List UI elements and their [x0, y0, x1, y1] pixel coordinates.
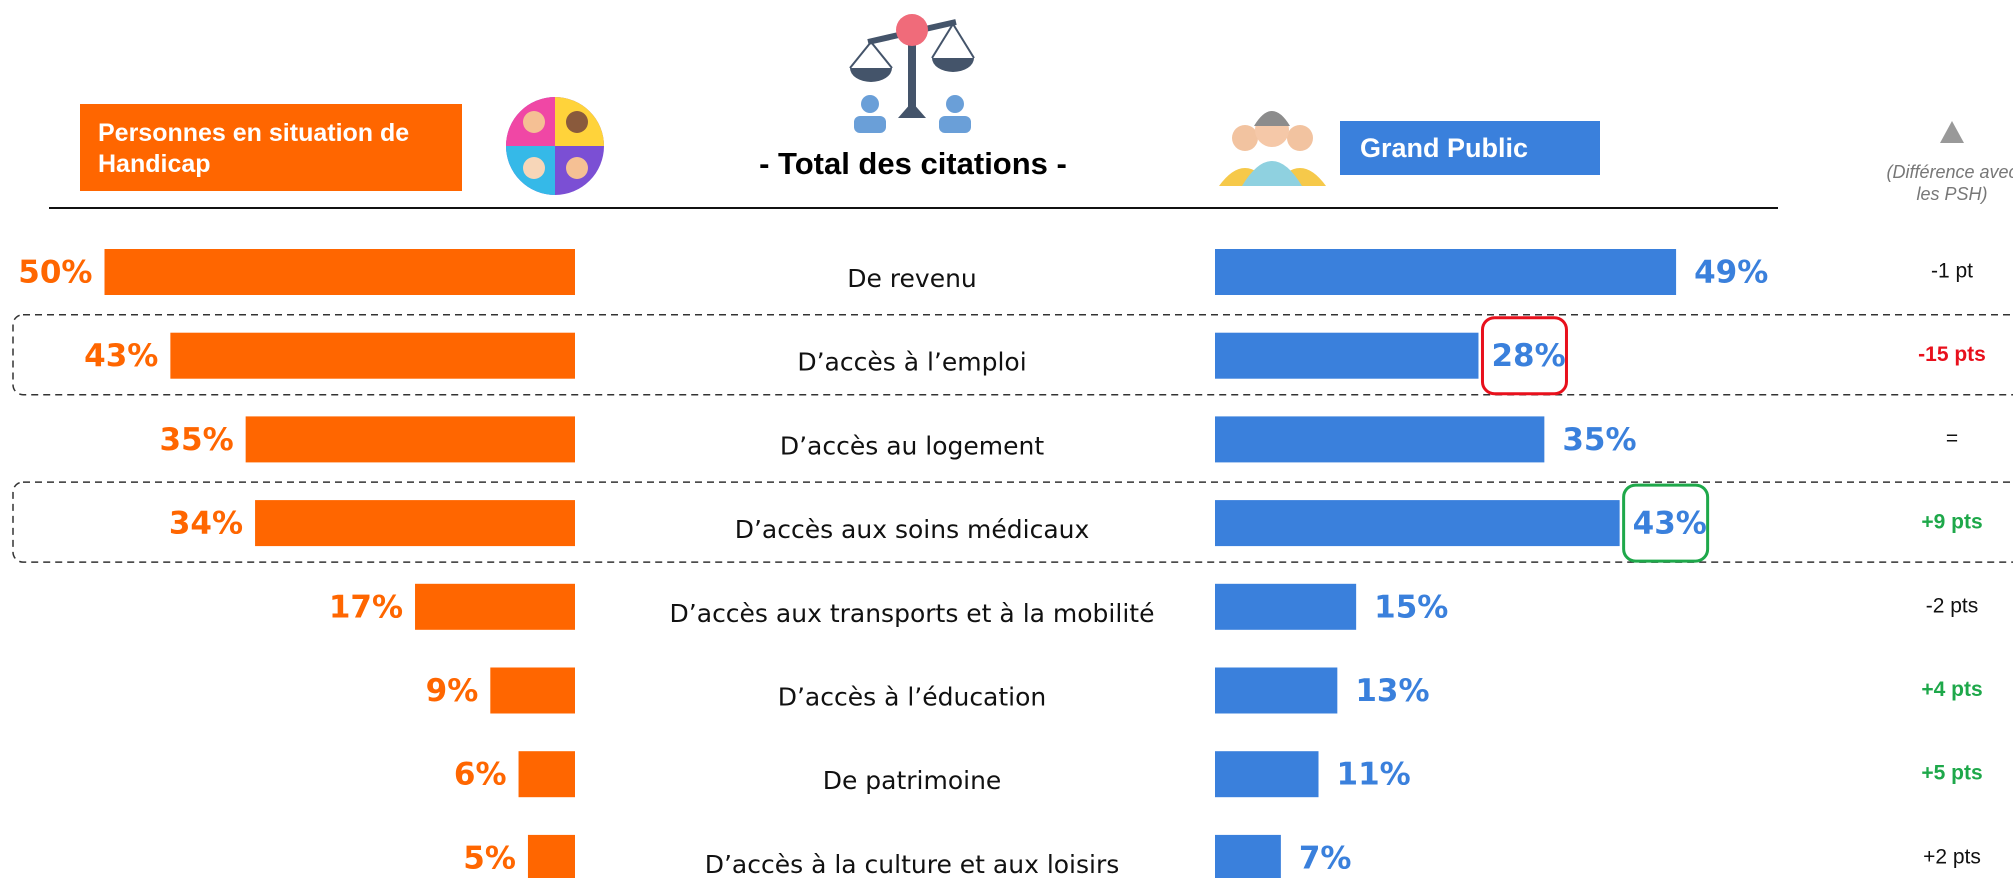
bar	[518, 751, 575, 798]
category-label: De revenu	[847, 264, 977, 293]
group-icon	[1219, 111, 1326, 186]
bar	[1215, 583, 1357, 630]
balance-icon	[849, 14, 975, 133]
value-label: 34%	[169, 506, 243, 542]
difference-header: (Différence avec les PSH)	[1886, 162, 2013, 204]
bar	[1215, 667, 1338, 714]
triangle-icon	[1940, 121, 1964, 143]
bar	[1215, 751, 1319, 798]
highlight-row	[12, 481, 2013, 563]
bar	[527, 834, 575, 878]
value-label: 43%	[84, 338, 158, 374]
value-label: 5%	[463, 840, 516, 876]
value-label: 17%	[329, 589, 403, 625]
value-label: 35%	[159, 422, 233, 458]
value-highlight	[1622, 483, 1710, 563]
value-highlight	[1480, 316, 1568, 396]
difference-label: +4 pts	[1921, 678, 1982, 701]
category-label: D’accès à l’emploi	[797, 348, 1026, 377]
category-label: D’accès à la culture et aux loisirs	[705, 850, 1120, 878]
difference-label: -1 pt	[1931, 260, 1973, 283]
difference-label: +2 pts	[1923, 845, 1981, 868]
value-label: 13%	[1355, 673, 1429, 709]
series-0-header: Personnes en situation de Handicap	[80, 104, 462, 191]
bar	[1215, 249, 1677, 295]
value-label: 11%	[1337, 757, 1411, 793]
bar	[1215, 500, 1620, 547]
value-label: 6%	[454, 757, 507, 793]
value-label: 50%	[18, 255, 92, 291]
value-label: 15%	[1374, 589, 1448, 625]
difference-label: +9 pts	[1921, 511, 1982, 534]
difference-label: +5 pts	[1921, 762, 1982, 785]
chart-title: - Total des citations -	[759, 146, 1067, 181]
bar	[170, 332, 575, 379]
bar	[415, 583, 575, 630]
value-label: 49%	[1694, 255, 1768, 291]
value-label: 35%	[1562, 422, 1636, 458]
value-label: 43%	[1633, 506, 1707, 542]
category-label: D’accès aux transports et à la mobilité	[670, 599, 1155, 628]
bar	[104, 249, 575, 295]
difference-label: -15 pts	[1918, 343, 1986, 366]
series-1-header: Grand Public	[1340, 121, 1600, 175]
bar	[1215, 416, 1545, 463]
value-label: 9%	[426, 673, 479, 709]
difference-label: -2 pts	[1926, 594, 1979, 617]
value-label: 28%	[1491, 338, 1565, 374]
value-label: 7%	[1299, 840, 1352, 876]
bar	[490, 667, 575, 714]
category-label: De patrimoine	[823, 766, 1002, 795]
people-icon	[506, 97, 604, 195]
difference-label: =	[1946, 427, 1958, 450]
bar	[1215, 834, 1281, 878]
category-label: D’accès à l’éducation	[778, 683, 1047, 712]
bar	[245, 416, 575, 463]
category-label: D’accès aux soins médicaux	[735, 515, 1090, 544]
bar	[255, 500, 575, 547]
bar	[1215, 332, 1479, 379]
category-label: D’accès au logement	[780, 431, 1045, 460]
highlight-row	[12, 313, 2013, 396]
